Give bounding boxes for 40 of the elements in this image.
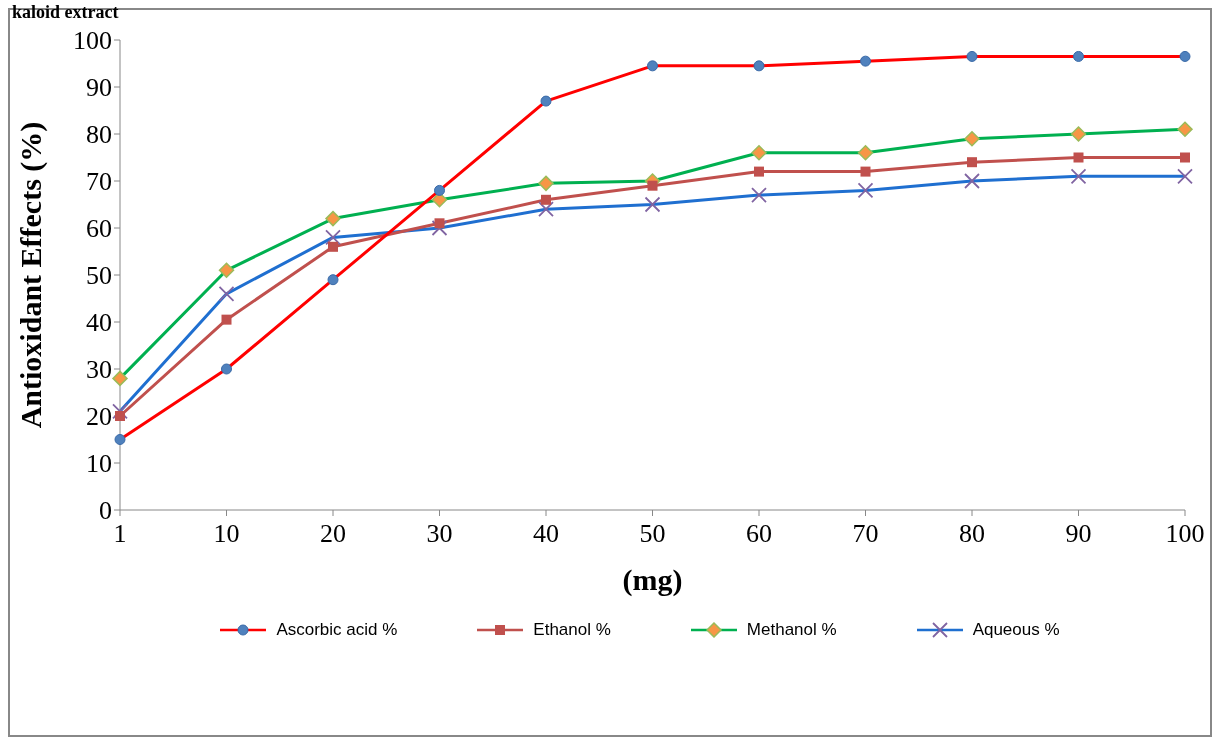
legend-label: Ascorbic acid % [276, 620, 398, 640]
y-tick-label: 50 [86, 261, 112, 291]
legend-label: Methanol % [746, 620, 837, 640]
point [647, 180, 658, 191]
x-tick-label: 40 [533, 519, 559, 549]
y-tick-label: 40 [86, 308, 112, 338]
x-tick-label: 90 [1065, 519, 1092, 549]
y-axis-title: Antioxidant Effects (%) [13, 121, 48, 429]
point [434, 218, 445, 229]
x-tick-label: 50 [639, 519, 666, 549]
y-tick-label: 100 [73, 26, 112, 56]
y-tick-label: 0 [99, 496, 112, 526]
y-tick-label: 10 [86, 449, 112, 479]
y-tick-label: 60 [86, 214, 112, 244]
y-tick-label: 90 [86, 73, 112, 103]
x-tick-label: 60 [746, 519, 772, 549]
x-tick-label: 100 [1165, 519, 1205, 549]
point [967, 157, 977, 168]
x-tick-label: 1 [113, 519, 127, 549]
point [115, 411, 125, 421]
point [1180, 152, 1190, 163]
legend-label: Aqueous % [972, 620, 1060, 640]
x-tick-label: 30 [426, 519, 453, 549]
point [860, 166, 871, 177]
x-tick-label: 20 [320, 519, 346, 549]
point [328, 241, 338, 252]
chart-title: kaloid extract [12, 2, 119, 23]
x-tick-label: 10 [213, 519, 240, 549]
y-tick-label: 70 [86, 167, 112, 197]
y-tick-label: 30 [86, 355, 112, 385]
point [1073, 152, 1084, 163]
y-tick-label: 80 [86, 120, 112, 150]
y-tick-label: 20 [86, 402, 112, 432]
x-axis-title: (mg) [622, 563, 683, 597]
point [754, 166, 764, 177]
legend-label: Ethanol % [533, 620, 611, 640]
x-tick-label: 70 [852, 519, 879, 549]
point [221, 314, 232, 325]
point [541, 194, 551, 205]
x-tick-label: 80 [959, 519, 985, 549]
